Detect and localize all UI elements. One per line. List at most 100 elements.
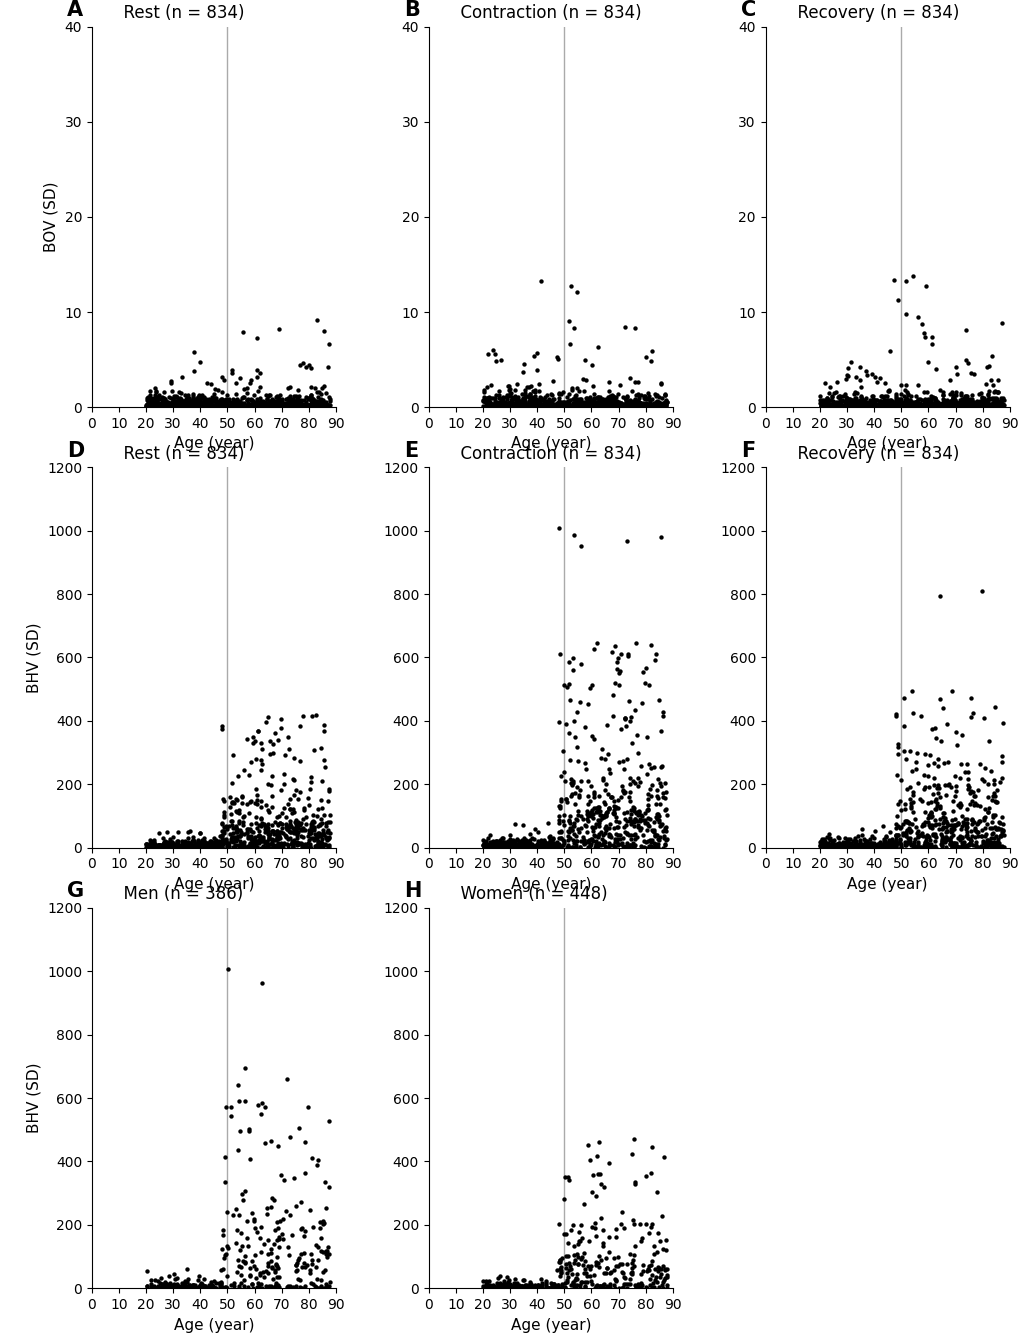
Point (500, 392, 517, 414)
Point (628, 1276, 644, 1298)
Point (893, 388, 909, 410)
Point (904, 396, 920, 418)
Point (147, 1270, 163, 1291)
Point (955, 836, 971, 857)
Point (859, 394, 875, 415)
Point (587, 836, 603, 857)
Point (144, 392, 160, 414)
Point (525, 391, 541, 413)
Point (517, 394, 533, 415)
Point (971, 391, 987, 413)
Point (916, 812, 932, 833)
Point (863, 833, 879, 854)
Point (909, 392, 925, 414)
Point (310, 392, 326, 414)
Point (612, 786, 629, 808)
Point (482, 1276, 498, 1298)
Point (552, 828, 569, 849)
Point (494, 836, 511, 857)
Point (503, 391, 520, 413)
Point (592, 1173, 608, 1195)
Point (837, 395, 853, 417)
Point (920, 814, 936, 836)
Point (587, 817, 603, 838)
Point (926, 836, 943, 857)
Point (821, 836, 838, 857)
Point (880, 392, 897, 414)
Point (909, 392, 925, 414)
Point (307, 826, 323, 848)
Point (984, 390, 1001, 411)
Point (489, 834, 505, 856)
Point (258, 794, 274, 816)
Point (478, 1274, 494, 1295)
Point (526, 829, 542, 850)
Point (231, 395, 248, 417)
Point (236, 392, 253, 414)
Point (565, 647, 581, 669)
Point (504, 1276, 521, 1298)
Point (632, 392, 648, 414)
Point (305, 388, 321, 410)
Point (983, 836, 1000, 857)
Point (818, 387, 835, 409)
Point (932, 833, 949, 854)
Point (633, 1274, 649, 1295)
Point (861, 390, 877, 411)
Point (259, 1255, 275, 1276)
Point (311, 394, 327, 415)
Point (475, 1276, 491, 1298)
Point (535, 837, 551, 858)
Point (479, 387, 495, 409)
Point (322, 1271, 338, 1292)
Point (990, 395, 1007, 417)
Point (897, 825, 913, 846)
Point (245, 392, 261, 414)
Point (303, 813, 319, 834)
Point (309, 825, 325, 846)
Point (887, 836, 903, 857)
Point (508, 388, 525, 410)
Point (930, 396, 947, 418)
Point (651, 772, 667, 793)
Point (600, 1152, 616, 1173)
Point (486, 837, 502, 858)
Point (251, 391, 267, 413)
Point (911, 388, 927, 410)
Point (564, 394, 580, 415)
Point (519, 837, 535, 858)
Point (827, 836, 844, 857)
Point (847, 837, 863, 858)
Point (190, 834, 206, 856)
Point (514, 396, 530, 418)
Point (310, 798, 326, 820)
Point (164, 834, 180, 856)
Point (514, 829, 530, 850)
Point (481, 1278, 497, 1299)
Point (259, 396, 275, 418)
Point (212, 391, 228, 413)
Point (179, 837, 196, 858)
Point (881, 836, 898, 857)
Point (550, 828, 567, 849)
Point (269, 1211, 285, 1232)
Point (139, 837, 155, 858)
Point (156, 830, 172, 852)
Point (877, 833, 894, 854)
Point (172, 390, 189, 411)
Point (141, 834, 157, 856)
Point (636, 388, 652, 410)
Point (150, 395, 166, 417)
Point (258, 394, 274, 415)
Point (583, 1255, 599, 1276)
Point (813, 395, 829, 417)
Point (925, 774, 942, 796)
Point (495, 828, 512, 849)
Point (284, 1224, 301, 1246)
Point (242, 792, 258, 813)
Point (519, 376, 535, 398)
Point (315, 394, 331, 415)
Point (559, 829, 576, 850)
Point (971, 753, 987, 774)
Point (300, 788, 316, 809)
